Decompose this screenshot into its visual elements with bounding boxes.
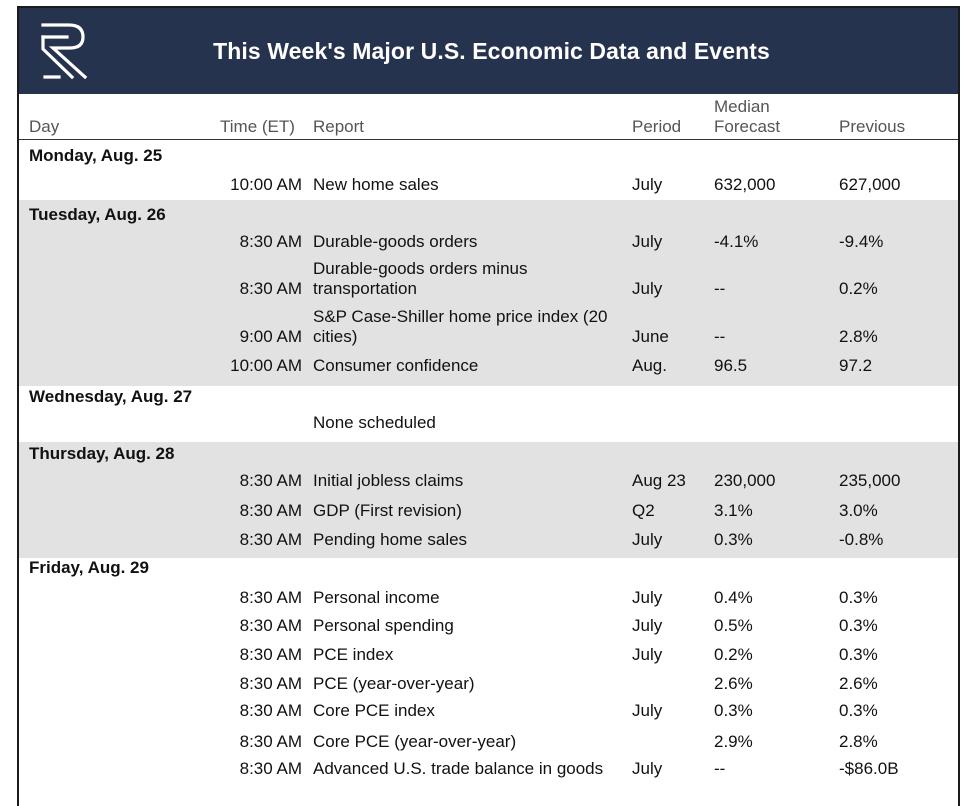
previous-value: 0.2% <box>839 279 878 298</box>
event-time: 10:00 AM <box>230 356 302 375</box>
median-forecast: 0.2% <box>714 645 753 664</box>
column-header-time: Time (ET) <box>220 117 295 136</box>
report-name: Core PCE (year-over-year) <box>313 732 517 751</box>
previous-value: -0.8% <box>839 530 884 549</box>
report-name: PCE index <box>313 645 394 664</box>
median-forecast: 96.5 <box>714 356 748 375</box>
median-forecast: -- <box>714 327 726 346</box>
day-label: Thursday, Aug. 28 <box>29 444 175 463</box>
event-time: 10:00 AM <box>230 175 302 194</box>
report-period: July <box>632 645 663 664</box>
previous-value: 0.3% <box>839 645 878 664</box>
page-title: This Week's Major U.S. Economic Data and… <box>213 37 770 64</box>
column-header-forecast-line2: Forecast <box>714 117 781 136</box>
median-forecast: -- <box>714 759 726 778</box>
event-time: 8:30 AM <box>239 616 302 635</box>
report-period: July <box>632 175 663 194</box>
report-name: Durable-goods orders <box>313 232 478 251</box>
event-time: 8:30 AM <box>239 279 302 298</box>
report-name: Core PCE index <box>313 701 435 720</box>
previous-value: 2.6% <box>839 674 878 693</box>
r-logo-icon <box>41 23 88 80</box>
previous-value: 627,000 <box>839 175 901 194</box>
day-label: Monday, Aug. 25 <box>29 146 163 165</box>
day-band-shaded <box>19 442 958 558</box>
report-name: PCE (year-over-year) <box>313 674 475 693</box>
previous-value: 235,000 <box>839 471 901 490</box>
event-time: 8:30 AM <box>239 501 302 520</box>
report-period: Aug. <box>632 356 667 375</box>
report-period: July <box>632 232 663 251</box>
report-period: July <box>632 701 663 720</box>
report-period: Aug 23 <box>632 471 686 490</box>
report-name: New home sales <box>313 175 439 194</box>
previous-value: 97.2 <box>839 356 873 375</box>
report-period: June <box>632 327 669 346</box>
report-name: Consumer confidence <box>313 356 479 375</box>
report-name: Personal income <box>313 588 440 607</box>
previous-value: 2.8% <box>839 327 878 346</box>
previous-value: 0.3% <box>839 588 878 607</box>
event-time: 8:30 AM <box>239 732 302 751</box>
median-forecast: 3.1% <box>714 501 753 520</box>
event-time: 8:30 AM <box>239 530 302 549</box>
event-time: 8:30 AM <box>239 674 302 693</box>
median-forecast: 2.6% <box>714 674 753 693</box>
day-label: Tuesday, Aug. 26 <box>29 205 166 224</box>
report-name: Personal spending <box>313 616 454 635</box>
event-time: 8:30 AM <box>239 701 302 720</box>
median-forecast: 632,000 <box>714 175 776 194</box>
report-period: July <box>632 759 663 778</box>
previous-value: 0.3% <box>839 701 878 720</box>
previous-value: 2.8% <box>839 732 878 751</box>
column-header-forecast-line1: Median <box>714 97 770 116</box>
document-frame: This Week's Major U.S. Economic Data and… <box>17 6 960 806</box>
column-header-previous: Previous <box>839 117 906 136</box>
header-divider <box>19 139 958 140</box>
median-forecast: 0.3% <box>714 701 753 720</box>
report-period: July <box>632 279 663 298</box>
previous-value: -$86.0B <box>839 759 899 778</box>
report-period: July <box>632 588 663 607</box>
column-header-day: Day <box>29 117 60 136</box>
median-forecast: -- <box>714 279 726 298</box>
report-name-line1: S&P Case-Shiller home price index (20 <box>313 307 608 326</box>
report-name: None scheduled <box>313 413 436 432</box>
previous-value: -9.4% <box>839 232 884 251</box>
report-name: Advanced U.S. trade balance in goods <box>313 759 604 778</box>
report-name: Initial jobless claims <box>313 471 464 490</box>
report-name-line1: Durable-goods orders minus <box>313 259 528 278</box>
previous-value: 3.0% <box>839 501 878 520</box>
previous-value: 0.3% <box>839 616 878 635</box>
day-label: Friday, Aug. 29 <box>29 558 149 577</box>
title-banner: This Week's Major U.S. Economic Data and… <box>19 8 958 94</box>
median-forecast: 0.5% <box>714 616 753 635</box>
column-header-period: Period <box>632 117 682 136</box>
median-forecast: 2.9% <box>714 732 753 751</box>
day-label: Wednesday, Aug. 27 <box>29 387 193 406</box>
median-forecast: 230,000 <box>714 471 776 490</box>
column-header-report: Report <box>313 117 365 136</box>
event-time: 8:30 AM <box>239 588 302 607</box>
median-forecast: 0.4% <box>714 588 753 607</box>
report-period: July <box>632 530 663 549</box>
event-time: 9:00 AM <box>239 327 302 346</box>
event-time: 8:30 AM <box>239 759 302 778</box>
day-band-shaded <box>19 200 958 386</box>
report-period: Q2 <box>632 501 655 520</box>
event-time: 8:30 AM <box>239 645 302 664</box>
report-name: GDP (First revision) <box>313 501 462 520</box>
report-name: Pending home sales <box>313 530 468 549</box>
report-name-line2: cities) <box>313 327 358 346</box>
median-forecast: -4.1% <box>714 232 759 251</box>
report-name-line2: transportation <box>313 279 417 298</box>
median-forecast: 0.3% <box>714 530 753 549</box>
report-period: July <box>632 616 663 635</box>
event-time: 8:30 AM <box>239 471 302 490</box>
event-time: 8:30 AM <box>239 232 302 251</box>
